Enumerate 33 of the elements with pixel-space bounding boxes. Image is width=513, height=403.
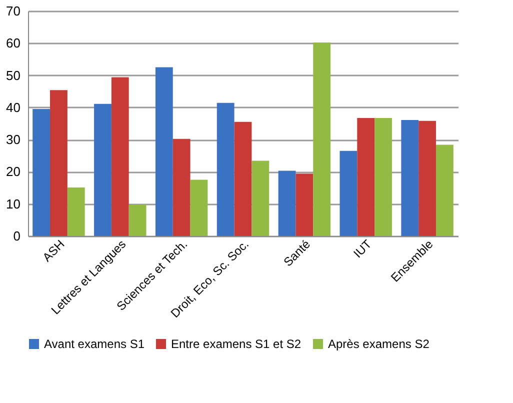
bar bbox=[216, 102, 234, 236]
bar bbox=[313, 42, 331, 236]
bar bbox=[401, 120, 419, 236]
bar bbox=[436, 144, 454, 236]
bar bbox=[190, 180, 208, 236]
bar bbox=[111, 77, 129, 236]
y-tick-label: 20 bbox=[6, 164, 20, 180]
bar bbox=[155, 67, 173, 236]
bar bbox=[32, 109, 50, 236]
y-tick-label: 0 bbox=[13, 228, 20, 244]
bar bbox=[252, 160, 270, 236]
y-tick-label: 50 bbox=[6, 68, 20, 83]
bar bbox=[172, 138, 190, 236]
y-tick-label: 40 bbox=[6, 100, 20, 115]
x-tick-label: IUT bbox=[350, 236, 375, 261]
bar bbox=[296, 174, 314, 236]
legend-label: Entre examens S1 et S2 bbox=[171, 337, 302, 351]
bar bbox=[50, 90, 68, 236]
bar bbox=[418, 120, 436, 236]
y-tick-label: 60 bbox=[6, 36, 20, 51]
bar bbox=[374, 118, 392, 236]
bar bbox=[94, 104, 112, 236]
legend-label: Après examens S2 bbox=[328, 337, 430, 351]
bar bbox=[128, 204, 146, 236]
bar bbox=[340, 150, 358, 236]
legend-label: Avant examens S1 bbox=[44, 337, 145, 351]
bar bbox=[357, 118, 375, 236]
bar bbox=[67, 187, 85, 236]
bar bbox=[278, 170, 296, 236]
y-tick-label: 30 bbox=[6, 132, 20, 148]
y-tick-label: 70 bbox=[6, 4, 20, 18]
bar bbox=[234, 122, 252, 236]
y-tick-label: 10 bbox=[6, 196, 20, 212]
